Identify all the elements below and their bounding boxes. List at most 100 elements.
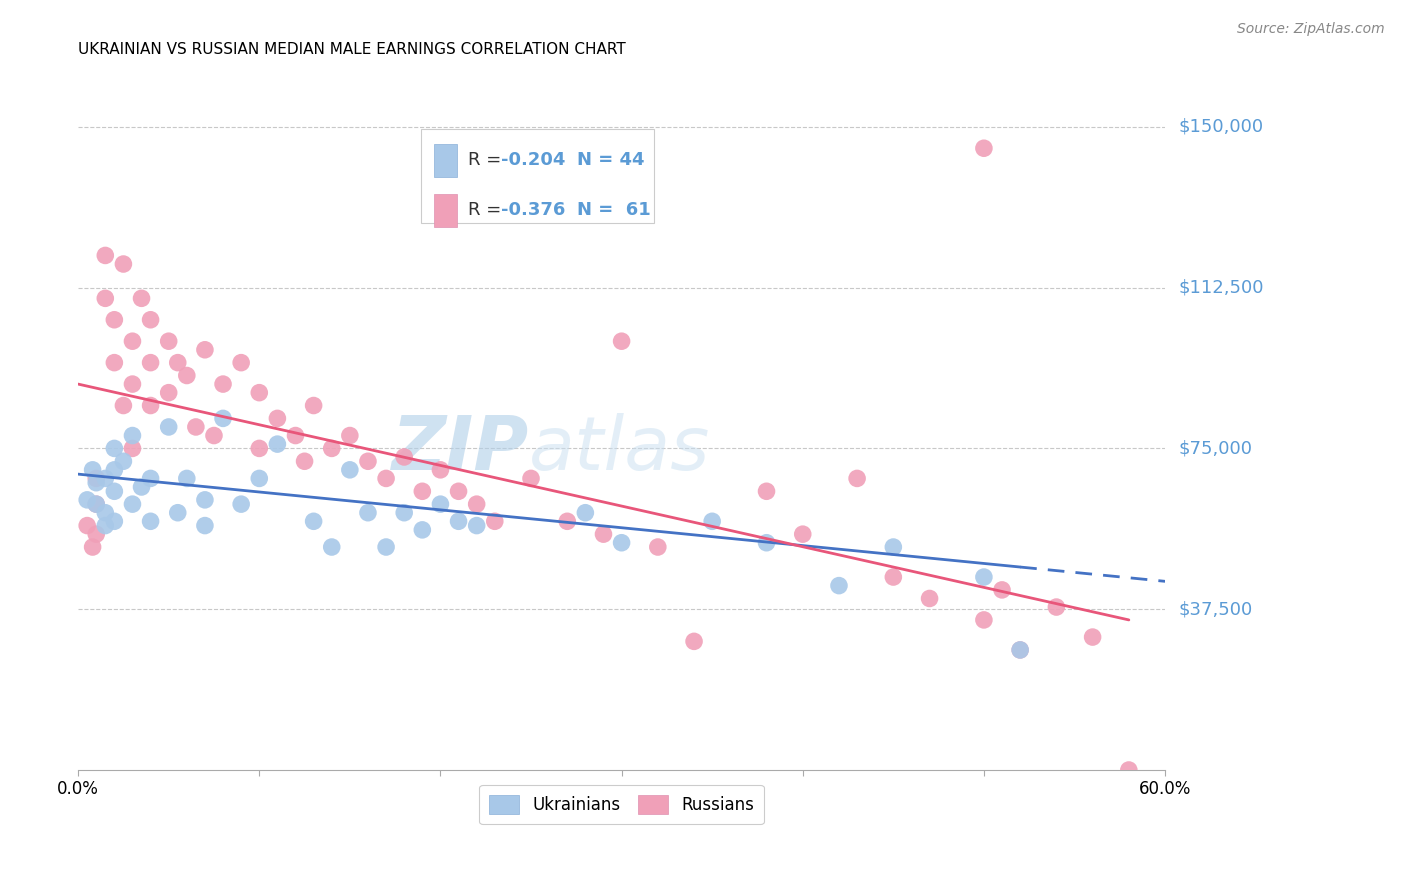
Point [121,334,143,349]
Point [429,463,451,477]
Point [882,570,904,584]
Point [139,399,162,413]
Point [157,420,180,434]
Point [166,506,188,520]
Point [755,484,778,499]
Point [465,518,488,533]
Point [411,484,433,499]
Text: R =: R = [468,202,508,219]
Point [339,428,361,442]
Point [157,334,180,349]
Point [484,514,506,528]
Point [176,368,198,383]
Bar [433,144,457,177]
Point [212,377,235,392]
Point [302,514,325,528]
FancyBboxPatch shape [420,129,654,223]
Point [121,497,143,511]
Point [294,454,316,468]
Point [94,518,117,533]
Point [103,312,125,326]
Text: ZIP: ZIP [392,413,529,486]
Point [84,497,107,511]
Text: -0.204: -0.204 [501,152,565,169]
Text: -0.376: -0.376 [501,202,565,219]
Point [84,497,107,511]
Point [184,420,207,434]
Point [82,463,104,477]
Point [166,356,188,370]
Point [103,514,125,528]
Point [94,248,117,262]
Point [103,484,125,499]
Point [321,442,343,456]
Point [176,471,198,485]
Point [247,385,270,400]
Point [94,291,117,305]
Text: Source: ZipAtlas.com: Source: ZipAtlas.com [1237,22,1385,37]
Point [84,471,107,485]
Legend: Ukrainians, Russians: Ukrainians, Russians [479,785,763,824]
Point [392,506,415,520]
Point [194,343,217,357]
Point [846,471,869,485]
Point [112,257,135,271]
Point [991,582,1014,597]
Point [375,540,398,554]
Point [592,527,614,541]
Point [1010,643,1032,657]
Point [121,377,143,392]
Point [683,634,706,648]
Point [82,540,104,554]
Point [882,540,904,554]
Point [157,385,180,400]
Point [973,570,995,584]
Point [1118,763,1140,777]
Text: $75,000: $75,000 [1180,440,1253,458]
Point [465,497,488,511]
Point [918,591,941,606]
Text: $112,500: $112,500 [1180,278,1264,297]
Point [302,399,325,413]
Bar [433,194,457,227]
Point [121,428,143,442]
Point [411,523,433,537]
Point [202,428,225,442]
Text: UKRAINIAN VS RUSSIAN MEDIAN MALE EARNINGS CORRELATION CHART: UKRAINIAN VS RUSSIAN MEDIAN MALE EARNING… [79,42,626,57]
Point [1010,643,1032,657]
Point [76,492,98,507]
Point [112,399,135,413]
Text: $37,500: $37,500 [1180,600,1253,618]
Point [94,471,117,485]
Point [755,535,778,549]
Point [647,540,669,554]
Point [828,579,851,593]
Point [284,428,307,442]
Point [375,471,398,485]
Point [103,442,125,456]
Point [973,613,995,627]
Point [194,518,217,533]
Point [702,514,724,528]
Point [574,506,596,520]
Point [76,518,98,533]
Text: R =: R = [468,152,508,169]
Point [131,480,153,494]
Text: N =  61: N = 61 [576,202,651,219]
Point [139,356,162,370]
Point [84,527,107,541]
Point [139,312,162,326]
Point [112,454,135,468]
Point [266,411,288,425]
Point [103,463,125,477]
Text: N = 44: N = 44 [576,152,644,169]
Point [121,442,143,456]
Point [139,514,162,528]
Point [357,506,380,520]
Point [131,291,153,305]
Text: $150,000: $150,000 [1180,118,1264,136]
Point [357,454,380,468]
Point [212,411,235,425]
Point [1045,600,1067,615]
Text: atlas: atlas [529,414,710,485]
